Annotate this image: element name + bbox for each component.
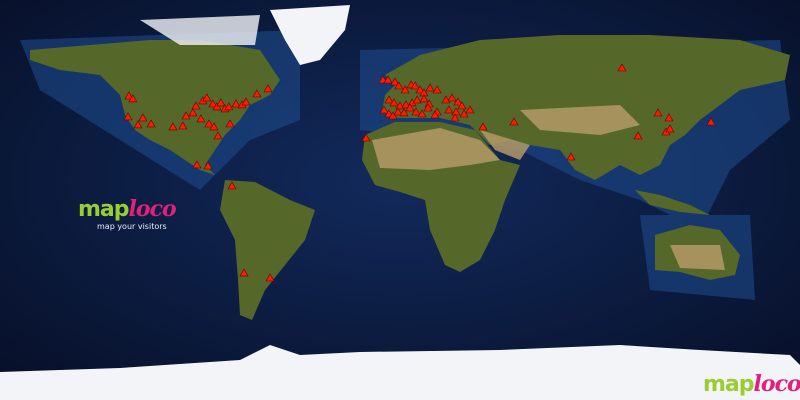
visitor-marker-icon xyxy=(393,107,403,116)
visitor-marker-icon xyxy=(196,114,206,123)
visitor-marker-icon xyxy=(664,113,674,122)
visitor-markers xyxy=(123,63,716,282)
visitor-marker-icon xyxy=(225,119,235,128)
north-america xyxy=(30,40,280,175)
visitor-marker-icon xyxy=(123,112,133,121)
visitor-marker-icon xyxy=(432,85,442,94)
visitor-marker-icon xyxy=(395,101,405,110)
visitor-marker-icon xyxy=(410,81,420,90)
visitor-marker-icon xyxy=(399,108,409,117)
visitor-marker-icon xyxy=(192,160,202,169)
visitor-marker-icon xyxy=(417,109,427,118)
visitor-marker-icon xyxy=(239,268,249,277)
visitor-marker-icon xyxy=(394,81,404,90)
maploco-logo[interactable]: maploco xyxy=(78,196,177,222)
logo-text-loco: loco xyxy=(128,196,177,222)
visitor-marker-icon xyxy=(665,124,675,133)
antarctica xyxy=(0,345,800,400)
visitor-marker-icon xyxy=(209,122,219,131)
visitor-marker-icon xyxy=(146,119,156,128)
visitor-marker-icon xyxy=(252,89,262,98)
maploco-corner-logo[interactable]: maploco xyxy=(703,371,800,397)
visitor-marker-icon xyxy=(653,108,663,117)
visitor-marker-icon xyxy=(138,113,148,122)
logo-text-map: map xyxy=(78,197,130,222)
visitor-marker-icon xyxy=(633,131,643,140)
visitor-marker-icon xyxy=(133,120,143,129)
visitor-marker-icon xyxy=(453,97,463,106)
visitor-marker-icon xyxy=(181,111,191,120)
logo-text-loco: loco xyxy=(753,371,800,397)
deserts xyxy=(372,105,725,270)
visitor-marker-icon xyxy=(400,85,410,94)
visitor-marker-icon xyxy=(478,122,488,131)
ice xyxy=(0,5,800,400)
visitor-marker-icon xyxy=(706,117,716,126)
visitor-marker-icon xyxy=(191,101,201,110)
visitor-marker-icon xyxy=(216,98,226,107)
visitor-marker-icon xyxy=(124,91,134,100)
visitor-marker-icon xyxy=(405,103,415,112)
visitor-marker-icon xyxy=(457,101,467,110)
visitor-marker-icon xyxy=(213,131,223,140)
visitor-marker-icon xyxy=(379,105,389,114)
visitor-marker-icon xyxy=(465,105,475,114)
visitor-marker-icon xyxy=(423,103,433,112)
visitor-marker-icon xyxy=(389,98,399,107)
visitor-marker-icon xyxy=(383,75,393,84)
visitor-marker-icon xyxy=(450,113,460,122)
visitor-marker-icon xyxy=(444,105,454,114)
visitor-marker-icon xyxy=(241,97,251,106)
visitor-marker-icon xyxy=(419,94,429,103)
visitor-marker-icon xyxy=(566,152,576,161)
visitor-marker-icon xyxy=(231,99,241,108)
greenland xyxy=(270,5,350,65)
southeast-asia-islands xyxy=(635,190,710,215)
visitor-marker-icon xyxy=(384,95,394,104)
visitor-marker-icon xyxy=(265,273,275,282)
visitor-marker-icon xyxy=(617,63,627,72)
visitor-marker-icon xyxy=(361,133,371,142)
visitor-marker-icon xyxy=(208,99,218,108)
visitor-marker-icon xyxy=(447,93,457,102)
visitor-marker-icon xyxy=(263,84,273,93)
visitor-marker-icon xyxy=(178,121,188,130)
visitor-marker-icon xyxy=(227,181,237,190)
visitor-marker-icon xyxy=(212,102,222,111)
visitor-marker-icon xyxy=(451,107,461,116)
visitor-marker-icon xyxy=(415,85,425,94)
visitor-marker-icon xyxy=(390,77,400,86)
logo-text-map: map xyxy=(703,372,755,397)
visitor-marker-icon xyxy=(128,94,138,103)
visitor-marker-icon xyxy=(188,108,198,117)
arctic-islands xyxy=(140,15,260,45)
visitor-marker-icon xyxy=(168,122,178,131)
visitor-marker-icon xyxy=(388,111,398,120)
visitor-marker-icon xyxy=(459,109,469,118)
logo-tagline: map your visitors xyxy=(97,222,167,231)
visitor-marker-icon xyxy=(202,93,212,102)
south-america xyxy=(220,180,315,320)
visitor-marker-icon xyxy=(411,107,421,116)
visitor-marker-icon xyxy=(412,95,422,104)
visitor-marker-icon xyxy=(430,110,440,119)
visitor-marker-icon xyxy=(425,83,435,92)
visitor-marker-icon xyxy=(224,102,234,111)
visitor-marker-icon xyxy=(203,161,213,170)
visitor-marker-icon xyxy=(509,117,519,126)
visitor-marker-icon xyxy=(204,119,214,128)
